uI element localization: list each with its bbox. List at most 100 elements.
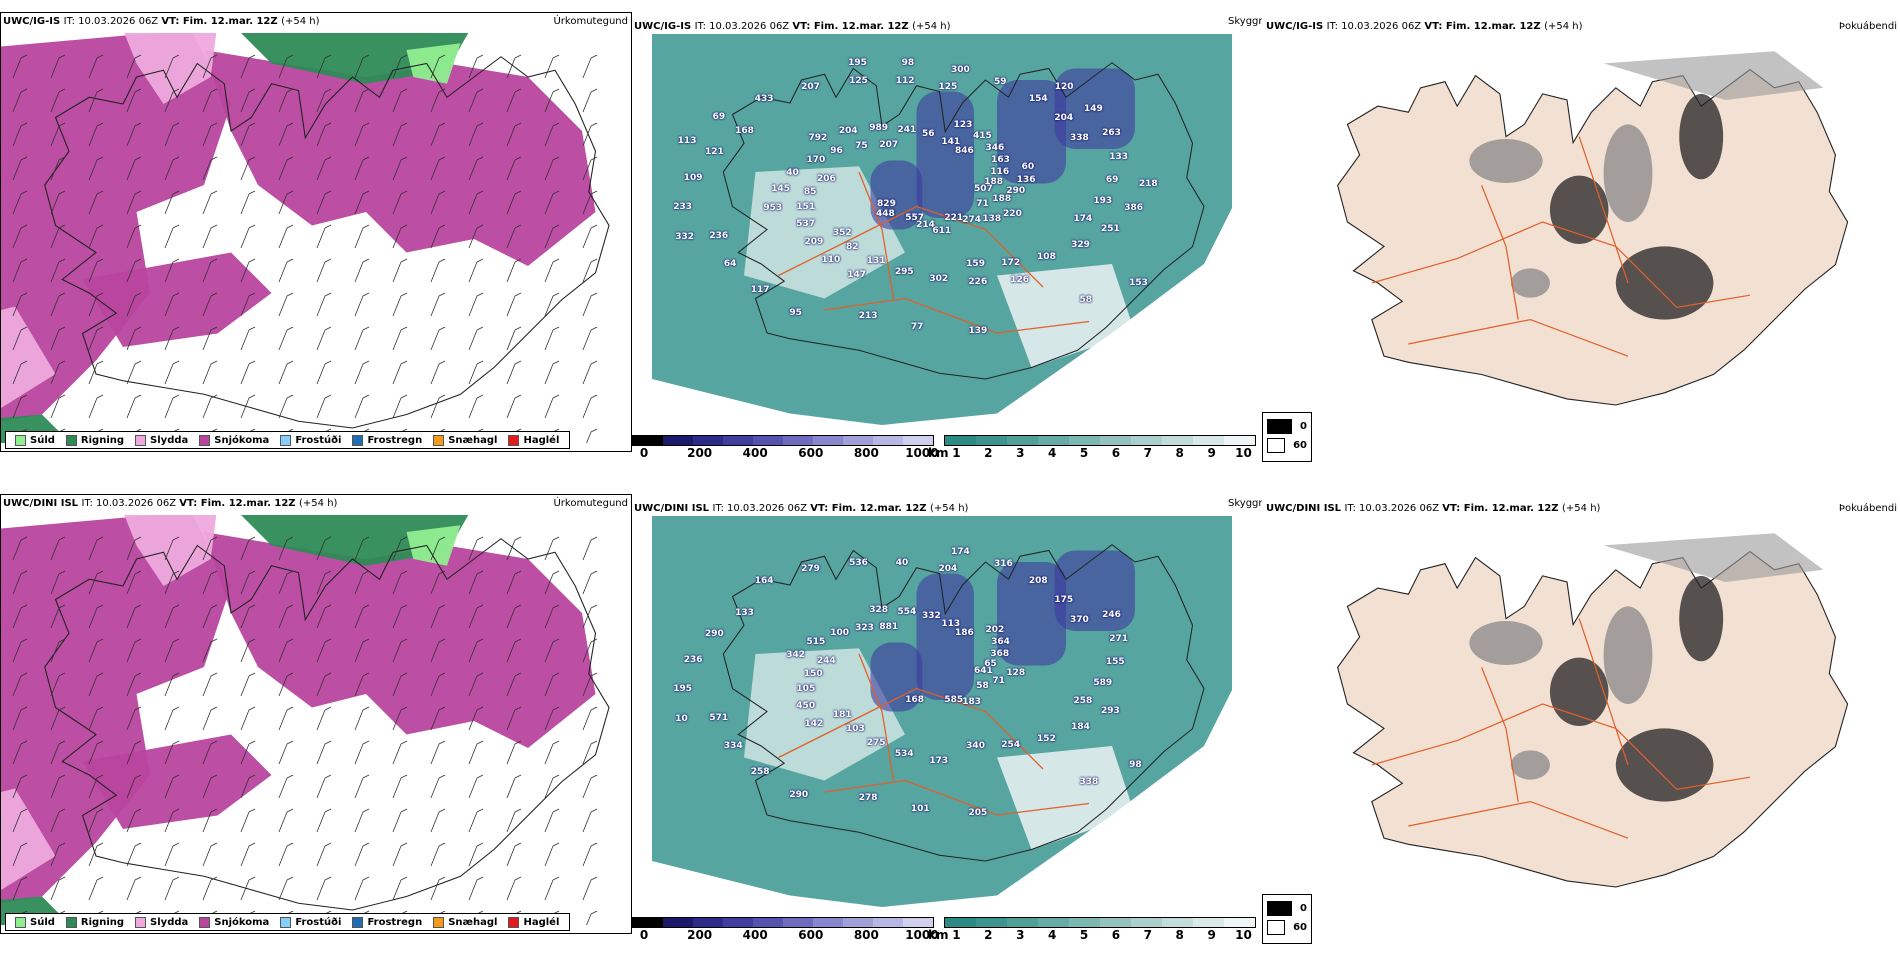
cloudbase-value: 98 [1129, 759, 1142, 770]
visibility-panel: UWC/IG-IS IT: 10.03.2026 06Z VT: Fim. 12… [632, 12, 1262, 462]
cloudbase-value: 155 [1105, 657, 1125, 668]
precip-title: Úrkomutegund [553, 498, 628, 509]
cloudbase-value: 150 [803, 668, 823, 679]
fog-legend-row: 0 [1267, 901, 1307, 916]
lead-time: (+54 h) [1544, 21, 1583, 32]
fog-map [1337, 533, 1849, 888]
it-label: IT: [1344, 503, 1360, 514]
cloudbase-value: 101 [910, 803, 930, 814]
cloudbase-value: 69 [712, 112, 726, 123]
cloudbase-value: 537 [796, 219, 816, 230]
cloudbase-value: 368 [990, 648, 1010, 659]
cloudbase-value: 829 [877, 199, 896, 210]
cloudbase-value: 121 [705, 147, 724, 158]
legend-label: Rigning [80, 916, 125, 928]
cloudbase-value: 300 [951, 65, 970, 76]
cloudbase-value: 125 [938, 82, 958, 93]
model-name: UWC/IG-IS [3, 16, 64, 27]
cloudbase-numbers: 641 181 204 338 244 370 278 881 258 571 186 340 133 6… [632, 516, 1232, 916]
cloudbase-value: 332 [922, 611, 941, 622]
fog-header: UWC/DINI ISL IT: 10.03.2026 06Z VT: Fim.… [1266, 503, 1600, 514]
cloudbase-value: 218 [1138, 178, 1158, 189]
cloudbase-value: 184 [1071, 722, 1090, 733]
cloudbase-value: 131 [866, 255, 886, 266]
colorbar-tick: 200 [687, 928, 713, 942]
legend-swatch [352, 916, 364, 928]
cloudbase-value: 263 [1102, 128, 1121, 138]
legend-swatch [15, 434, 26, 446]
colorbar-unit: km [928, 928, 949, 942]
it-label: IT: [712, 503, 728, 514]
lead-time: (+54 h) [281, 16, 320, 27]
cloudbase-value: 108 [1037, 251, 1056, 262]
legend-label: Snjókoma [214, 434, 270, 446]
cloudbase-value: 151 [796, 202, 816, 213]
cloudbase-value: 149 [1083, 104, 1103, 115]
cloudbase-value: 75 [855, 141, 868, 152]
legend-label: Haglél [523, 434, 560, 446]
fog-map [1337, 51, 1849, 406]
visibility-title: Skyggni [1228, 16, 1262, 27]
vt-label: VT: [1424, 21, 1446, 32]
cloudbase-value: 168 [905, 694, 924, 705]
legend-swatch [135, 916, 147, 928]
cloudbase-value: 251 [1100, 223, 1120, 234]
cloudbase-value: 233 [673, 201, 693, 212]
cloudbase-value: 193 [1093, 196, 1113, 207]
cloudbase-value: 85 [803, 186, 817, 197]
cloudbase-value: 96 [830, 146, 843, 157]
cloudbase-value: 221 [944, 213, 964, 224]
cloudbase-value: 386 [1124, 203, 1144, 214]
cloudbase-value: 433 [754, 93, 774, 104]
fog-legend-row: 60 [1267, 438, 1307, 453]
cloudbase-value: 244 [817, 656, 836, 667]
cloudbase-value: 186 [954, 627, 974, 638]
cloudbase-value: 64 [723, 258, 737, 269]
legend-swatch [199, 434, 211, 446]
legend-swatch [433, 434, 445, 446]
cloudbase-value: 279 [801, 563, 820, 574]
fog-legend-label: 60 [1293, 440, 1307, 451]
colorbar-tick: 1000 [905, 446, 939, 460]
vt-label: VT: [792, 21, 814, 32]
cloudbase-value: 208 [1028, 575, 1048, 586]
cloudbase-value: 100 [830, 628, 849, 639]
legend-swatch [65, 916, 77, 928]
cloudbase-value: 332 [675, 232, 695, 243]
cloudbase-value: 164 [754, 575, 774, 586]
legend-label: Snjókoma [214, 916, 270, 928]
colorbar-tick: 9 [1207, 928, 1216, 942]
cloudbase-value: 589 [1093, 678, 1113, 689]
legend-label: Súld [30, 916, 55, 928]
fog-legend-row: 0 [1267, 419, 1307, 434]
precip-map [1, 515, 631, 925]
colorbar-tick: 4 [1047, 446, 1057, 460]
cloudbase-value: 10 [675, 714, 688, 725]
colorbar-tick: 8 [1175, 446, 1184, 460]
vis-header: UWC/DINI ISL IT: 10.03.2026 06Z VT: Fim.… [634, 503, 968, 514]
cloudbase-value: 152 [1037, 733, 1056, 744]
fog-swatch [1267, 920, 1286, 935]
cloudbase-value: 120 [1054, 81, 1074, 92]
cloudbase-value: 207 [879, 139, 899, 150]
cloudbase-value: 329 [1071, 240, 1090, 251]
cloudbase-value: 174 [1073, 213, 1093, 224]
colorbar-tick: 1 [952, 446, 961, 460]
cloudbase-value: 60 [1021, 161, 1035, 172]
cloudbase-value: 585 [944, 695, 964, 706]
cloudbase-value: 571 [709, 713, 729, 724]
cloudbase-value: 293 [1100, 705, 1120, 716]
colorbar-tick: 400 [742, 928, 768, 942]
fog-legend-row: 60 [1267, 920, 1307, 935]
cloudbase-value: 323 [855, 623, 874, 634]
cloudbase-value: 554 [897, 606, 917, 617]
it-label: IT: [1326, 21, 1342, 32]
cloudbase-value: 450 [796, 701, 816, 712]
cloudbase-value: 328 [869, 605, 889, 616]
precip-type-panel: UWC/DINI ISL IT: 10.03.2026 06Z VT: Fim.… [0, 494, 632, 934]
cloudbase-value: 71 [976, 199, 989, 210]
legend-swatch [65, 434, 77, 446]
colorbar-tick: 800 [853, 928, 879, 942]
colorbar-tick: 600 [798, 446, 824, 460]
vt-value: Fim. 12.mar. 12Z [813, 21, 913, 32]
